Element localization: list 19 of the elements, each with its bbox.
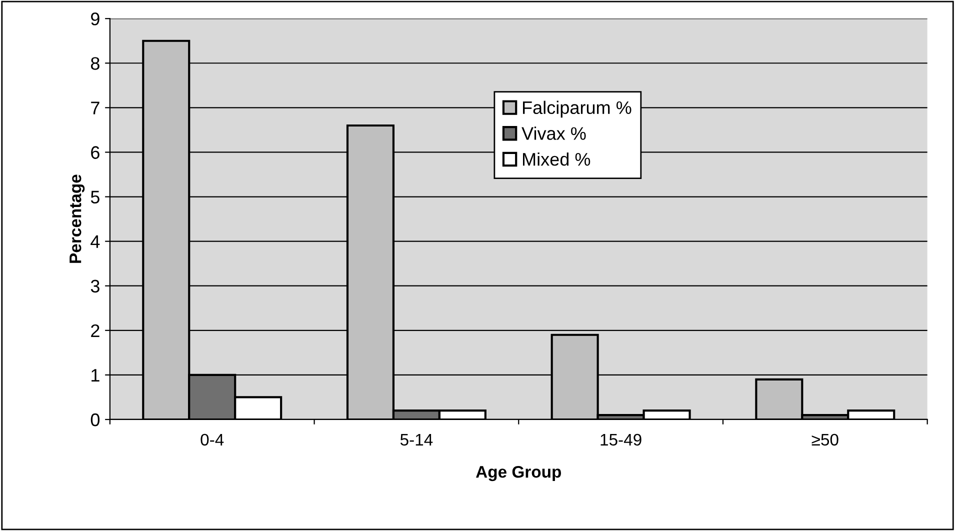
y-tick-label: 0 — [90, 413, 100, 426]
y-tick-label: 9 — [91, 12, 100, 26]
x-axis-title: Age Group — [476, 466, 562, 482]
y-tick-label: 3 — [90, 280, 100, 293]
y-tick-label: 2 — [91, 324, 100, 337]
y-tick-label: 7 — [91, 102, 100, 114]
legend-label: Vivax % — [522, 126, 586, 140]
y-tick-label: 4 — [90, 235, 100, 248]
x-tick-label: ≥50 — [812, 434, 838, 446]
x-tick-label: 15-49 — [600, 434, 642, 446]
x-tick-label: 5-14 — [400, 434, 433, 446]
legend-label: Falciparum % — [523, 100, 632, 118]
legend-label: Mixed % — [523, 152, 590, 166]
y-tick-label: 5 — [90, 190, 100, 204]
x-tick-label: 0-4 — [200, 434, 224, 446]
y-axis-title: Percentage — [70, 174, 85, 263]
y-tick-label: 8 — [90, 57, 100, 70]
y-tick-label: 6 — [91, 146, 100, 159]
y-tick-label: 1 — [92, 369, 100, 382]
